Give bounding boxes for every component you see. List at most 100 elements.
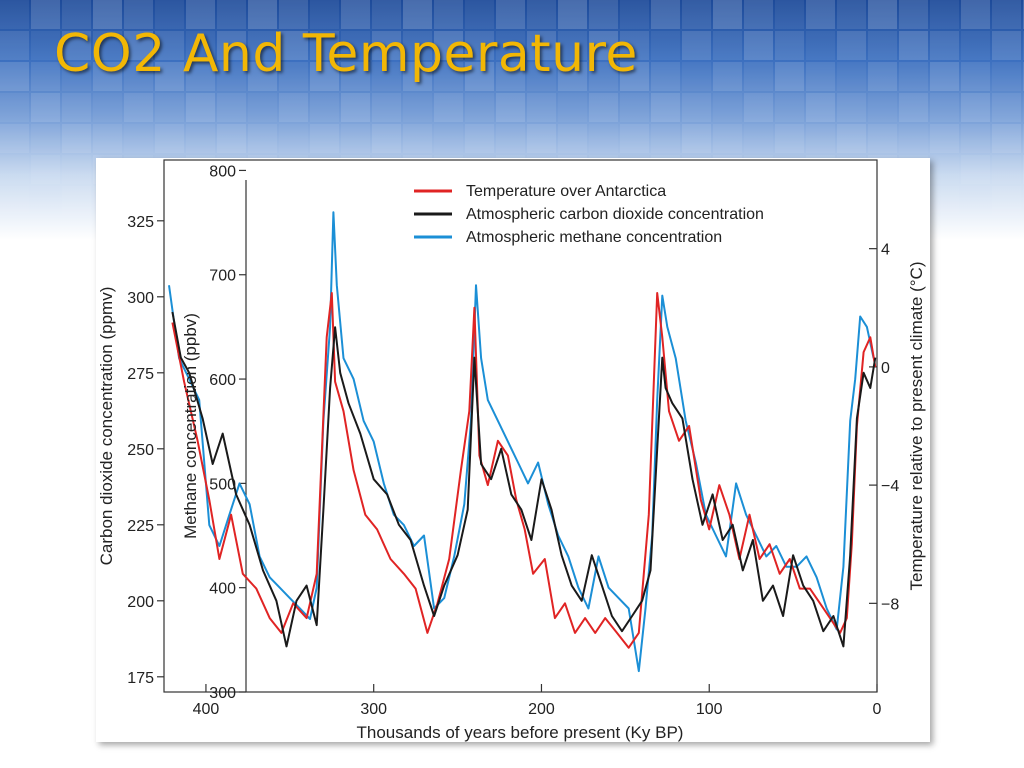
background-tile [558,62,587,91]
ice-core-chart: 400 300 200 100 0175200225250275300325300400… [97,159,926,742]
legend: Temperature over Antarctica Atmospheric … [414,183,764,246]
background-tile [465,124,494,153]
background-tile [93,93,122,122]
background-tile [62,0,91,29]
background-tile [651,0,680,29]
background-tile [744,31,773,60]
background-tile [186,31,215,60]
background-tile [558,93,587,122]
background-tile [31,62,60,91]
background-tile [961,0,990,29]
background-tile [620,93,649,122]
background-tile [837,31,866,60]
co2-tick-label: 275 [127,366,154,383]
background-tile [713,124,742,153]
background-tile [713,62,742,91]
background-tile [961,155,990,184]
background-tile [682,0,711,29]
background-tile [930,155,959,184]
background-tile [124,31,153,60]
plot-area [163,159,878,693]
background-tile [31,31,60,60]
background-tile [496,124,525,153]
background-tile [124,0,153,29]
methane-tick-label: 400 [209,581,236,598]
background-tile [496,0,525,29]
background-tile [775,93,804,122]
background-tile [558,31,587,60]
background-tile [620,124,649,153]
background-tile [899,124,928,153]
background-tile [341,62,370,91]
slide-title: CO2 And Temperature [54,24,638,84]
background-tile [372,0,401,29]
background-tile [279,124,308,153]
background-tile [93,31,122,60]
background-tile [310,31,339,60]
background-tile [93,62,122,91]
x-tick-label: 400 [193,701,220,718]
background-tile [31,217,60,246]
background-tile [930,217,959,246]
background-tile [651,124,680,153]
background-tile [465,0,494,29]
background-tile [310,124,339,153]
background-tile [806,31,835,60]
background-tile [465,31,494,60]
background-tile [744,93,773,122]
background-tile [930,186,959,215]
background-tile [0,155,29,184]
background-tile [62,124,91,153]
background-tile [682,124,711,153]
background-tile [372,62,401,91]
background-tile [341,31,370,60]
methane-tick-label: 300 [209,685,236,702]
temperature-tick-label: 4 [881,242,890,259]
background-tile [589,124,618,153]
background-tile [961,217,990,246]
background-tile [93,124,122,153]
background-tile [434,31,463,60]
background-tile [248,0,277,29]
background-tile [899,31,928,60]
background-tile [744,62,773,91]
background-tile [155,31,184,60]
x-tick-label: 300 [360,701,387,718]
background-tile [155,0,184,29]
background-tile [744,0,773,29]
background-tile [62,155,91,184]
background-tile [31,124,60,153]
background-tile [465,93,494,122]
background-tile [775,0,804,29]
background-tile [589,31,618,60]
background-tile [403,124,432,153]
background-tile [186,62,215,91]
co2-tick-label: 300 [127,290,154,307]
background-tile [248,124,277,153]
background-tile [775,62,804,91]
background-tile [527,62,556,91]
methane-tick-label: 800 [209,163,236,180]
background-tile [589,0,618,29]
background-tile [434,124,463,153]
background-tile [961,31,990,60]
background-tile [806,62,835,91]
background-tile [868,62,897,91]
background-tile [93,0,122,29]
temperature-axis-title: Temperature relative to present climate … [907,262,926,591]
background-tile [868,124,897,153]
background-tile [434,62,463,91]
background-tile [961,93,990,122]
chart-image-frame: 400 300 200 100 0 175 200 225 250 275 300 325 300 400… [96,158,930,742]
background-tile [992,0,1021,29]
background-tile [713,93,742,122]
background-tile [155,62,184,91]
co2-tick-label: 175 [127,670,154,687]
co2-tick-label: 325 [127,214,154,231]
background-tile [620,0,649,29]
background-tile [713,31,742,60]
background-tile [992,186,1021,215]
background-tile [372,31,401,60]
background-tile [279,0,308,29]
background-tile [186,93,215,122]
